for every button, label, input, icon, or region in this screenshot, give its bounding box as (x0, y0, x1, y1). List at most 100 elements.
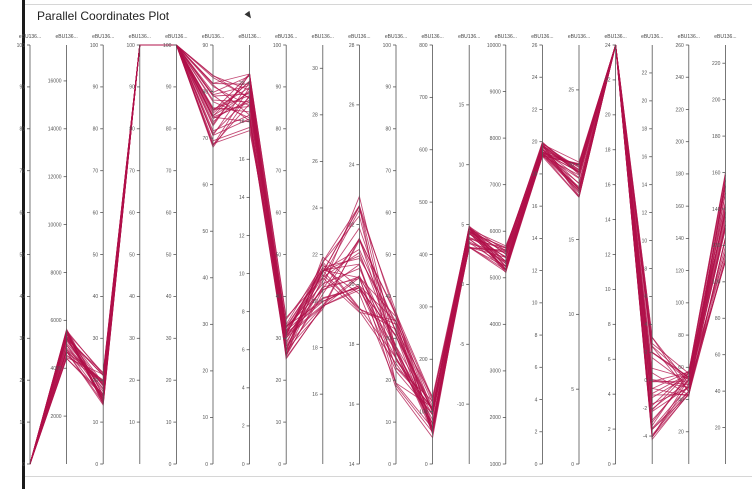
tick-label: 60 (202, 182, 208, 188)
tick-label: 10 (385, 420, 391, 426)
tick-label: 70 (166, 169, 172, 175)
tick-label: 18 (239, 119, 245, 125)
tick-label: 5 (461, 222, 464, 228)
axis-2: eBU136... 2000 4000 6000 8000 10000 12000 14000… (48, 34, 78, 464)
tick-label: 80 (276, 127, 282, 133)
tick-label: 16 (239, 157, 245, 163)
tick-label: 2000 (50, 414, 61, 420)
tick-label: 6000 (490, 229, 501, 235)
tick-label: 80 (129, 127, 135, 133)
tick-label: 100 (126, 43, 135, 49)
tick-label: 12 (605, 252, 611, 258)
tick-label: 700 (419, 95, 428, 101)
tick-label: 8000 (50, 270, 61, 276)
tick-label: 4000 (490, 322, 501, 328)
tick-label: 16 (642, 155, 648, 161)
tick-label: 20 (715, 425, 721, 431)
tick-label: 10 (276, 420, 282, 426)
tick-label: 0 (535, 462, 538, 468)
tick-label: 20 (93, 378, 99, 384)
tick-label: 10 (19, 420, 25, 426)
tick-label: 0 (95, 462, 98, 468)
tick-label: 14 (349, 462, 355, 468)
tick-label: 200 (712, 97, 721, 103)
tick-label: 70 (202, 136, 208, 142)
tick-label: 180 (675, 172, 684, 178)
tick-label: 6 (242, 348, 245, 354)
tick-label: 20 (276, 378, 282, 384)
tick-label: 18 (642, 127, 648, 133)
tick-label: 22 (605, 78, 611, 84)
axis-1: eBU136... 0 10 20 30 40 50 60 70 80 90 100 (17, 34, 41, 468)
axis-name-label: eBU136... (55, 34, 77, 40)
tick-label: 14 (532, 236, 538, 242)
tick-label: 40 (276, 294, 282, 300)
tick-label: 10 (239, 271, 245, 277)
axis-13: eBU136... -10 -5 0 5 10 15 (457, 34, 480, 464)
tick-label: 40 (93, 294, 99, 300)
tick-label: 0 (461, 282, 464, 288)
tick-label: 22 (349, 222, 355, 228)
tick-label: 2 (608, 427, 611, 433)
tick-label: 90 (276, 85, 282, 91)
tick-label: 18 (532, 172, 538, 178)
axis-16: eBU136... 0 5 10 15 20 25 (568, 34, 590, 468)
chart-top-border (25, 4, 752, 5)
tick-label: 20 (678, 430, 684, 436)
tick-label: 14 (605, 217, 611, 223)
axis-10: eBU136... 14 16 18 20 22 24 26 28 (348, 34, 370, 468)
tick-label: 120 (675, 268, 684, 274)
tick-label: -2 (643, 406, 648, 412)
tick-label: 26 (349, 103, 355, 109)
tick-label: 100 (90, 43, 99, 49)
tick-label: 50 (276, 252, 282, 258)
tick-label: 20 (349, 282, 355, 288)
tick-label: 50 (129, 252, 135, 258)
tick-label: 4 (608, 392, 611, 398)
tick-label: -10 (457, 402, 464, 408)
tick-label: 15 (568, 237, 574, 243)
tick-label: 6 (608, 357, 611, 363)
axis-name-label: eBU136... (604, 34, 626, 40)
tick-label: 80 (166, 127, 172, 133)
tick-label: 8000 (490, 136, 501, 142)
tick-label: 50 (166, 252, 172, 258)
tick-label: 90 (166, 85, 172, 91)
tick-label: 100 (17, 43, 26, 49)
tick-label: 12 (532, 268, 538, 274)
tick-label: 100 (273, 43, 282, 49)
tick-label: 70 (385, 169, 391, 175)
tick-label: 4000 (50, 366, 61, 372)
tick-label: 22 (642, 71, 648, 77)
window-left-edge (22, 0, 25, 489)
tick-label: 80 (715, 316, 721, 322)
tick-label: 50 (19, 252, 25, 258)
tick-label: 0 (571, 462, 574, 468)
tick-label: 14000 (48, 127, 62, 133)
tick-label: 0 (169, 462, 172, 468)
axis-name-label: eBU136... (92, 34, 114, 40)
tick-label: 100 (163, 43, 172, 49)
tick-label: 160 (712, 170, 721, 176)
tick-label: 20 (385, 378, 391, 384)
tick-label: 180 (712, 134, 721, 140)
tick-label: 30 (19, 336, 25, 342)
tick-label: 80 (385, 127, 391, 133)
tick-label: 10 (129, 420, 135, 426)
tick-label: 16 (349, 402, 355, 408)
tick-label: 16 (605, 182, 611, 188)
tick-label: 10 (605, 287, 611, 293)
axes-group: eBU136...0102030405060708090100eBU136...… (17, 34, 737, 468)
tick-label: 6 (644, 294, 647, 300)
axis-7: eBU136... 0 2 4 6 8 10 12 14 16 18 20 (238, 34, 260, 468)
axis-name-label: eBU136... (458, 34, 480, 40)
tick-label: 2000 (490, 415, 501, 421)
tick-label: 10 (642, 238, 648, 244)
tick-label: 9000 (490, 89, 501, 95)
tick-label: 60 (19, 210, 25, 216)
tick-label: 20 (605, 113, 611, 119)
tick-label: 240 (675, 75, 684, 81)
tick-label: 8 (644, 266, 647, 272)
